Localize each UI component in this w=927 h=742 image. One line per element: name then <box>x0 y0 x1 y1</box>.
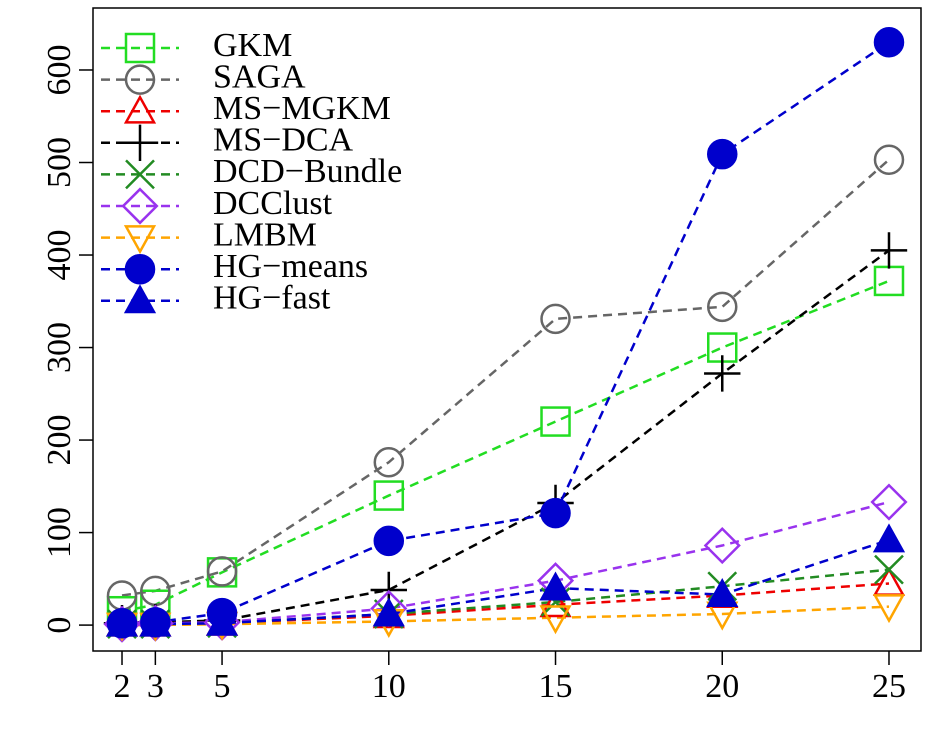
marker <box>540 497 571 529</box>
legend-label: MS−DCA <box>213 122 354 159</box>
marker <box>105 607 139 637</box>
marker <box>539 605 572 635</box>
legend-marker <box>123 284 157 314</box>
legend-marker <box>123 225 157 255</box>
marker <box>870 232 908 269</box>
marker <box>707 138 738 170</box>
legend-label: GKM <box>213 27 292 64</box>
marker <box>540 406 571 437</box>
legend-marker <box>124 32 156 64</box>
y-tick-label: 0 <box>41 617 78 634</box>
y-tick-label: 500 <box>41 137 78 188</box>
y-tick-label: 100 <box>41 507 78 558</box>
marker <box>873 144 905 175</box>
marker <box>873 265 905 297</box>
x-tick-label: 2 <box>114 668 131 705</box>
legend-label: HG−means <box>213 248 368 285</box>
marker <box>539 588 572 618</box>
y-tick-label: 600 <box>41 44 78 95</box>
marker <box>373 447 405 478</box>
legend-marker <box>125 159 155 190</box>
marker <box>872 594 906 624</box>
x-tick-label: 25 <box>872 668 906 705</box>
marker <box>372 597 405 627</box>
x-tick-label: 15 <box>539 668 573 705</box>
x-tick-label: 10 <box>372 668 406 705</box>
legend-label: DCD−Bundle <box>213 153 402 190</box>
marker <box>873 26 905 58</box>
marker <box>540 303 571 335</box>
marker <box>703 526 741 565</box>
legend-label: HG−fast <box>213 280 331 317</box>
legend-label: LMBM <box>213 216 317 253</box>
x-tick-label: 3 <box>147 668 164 705</box>
legend-marker <box>121 124 159 161</box>
y-tick-label: 400 <box>41 230 78 281</box>
marker <box>206 556 238 587</box>
legend-marker <box>124 253 156 285</box>
x-tick-label: 20 <box>705 668 739 705</box>
marker <box>139 607 172 637</box>
legend-marker <box>121 187 159 225</box>
marker <box>707 291 738 323</box>
marker <box>874 554 904 585</box>
legend-marker <box>124 64 156 95</box>
y-tick-label: 200 <box>41 415 78 466</box>
legend-label: SAGA <box>213 58 306 95</box>
legend-label: MS−MGKM <box>213 90 391 127</box>
marker <box>704 355 741 392</box>
marker <box>872 523 906 553</box>
marker <box>872 566 906 596</box>
x-tick-label: 5 <box>214 668 231 705</box>
y-tick-label: 300 <box>41 322 78 373</box>
legend-label: DCClust <box>213 185 333 222</box>
marker <box>205 606 239 636</box>
plot-frame <box>92 7 922 652</box>
marker <box>373 480 405 511</box>
marker <box>706 577 739 608</box>
marker <box>870 483 908 521</box>
legend-marker <box>123 94 157 124</box>
marker <box>373 525 405 557</box>
marker <box>539 571 572 601</box>
series-line <box>122 605 890 627</box>
